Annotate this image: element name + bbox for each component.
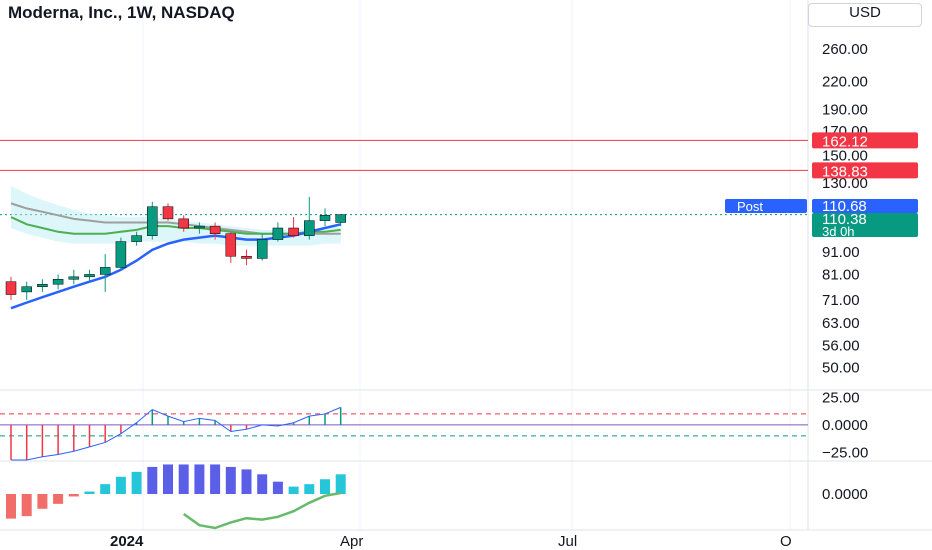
histogram-bar	[131, 471, 142, 494]
osc-line	[11, 406, 341, 461]
currency-selector[interactable]: USD	[808, 3, 922, 27]
histogram-bar	[53, 494, 64, 504]
histogram-bar	[147, 466, 158, 494]
price-tick-label: 56.00	[822, 338, 860, 355]
post-badge	[725, 199, 807, 213]
price-label-last: 110.38	[822, 211, 867, 228]
price-tick-label: 190.00	[822, 102, 868, 119]
histogram-bar	[210, 464, 221, 494]
ema-cloud	[11, 186, 341, 246]
candle-body	[209, 225, 221, 234]
histogram-bar	[115, 476, 126, 494]
price-label-box	[812, 199, 918, 213]
histogram-bar	[21, 494, 32, 517]
histogram-bar	[84, 491, 95, 494]
histogram-bar	[288, 486, 299, 494]
price-tick-label: 150.00	[822, 147, 868, 164]
time-axis-label: Apr	[340, 533, 363, 550]
hist-tick-label: 0.0000	[822, 486, 868, 503]
candle-body	[84, 274, 95, 278]
histogram-bar	[37, 494, 48, 509]
candle-body	[37, 283, 48, 287]
histogram-bar	[68, 494, 79, 497]
price-label-box	[812, 162, 918, 179]
candle-body	[52, 279, 64, 285]
candle-body	[21, 286, 32, 293]
price-tick-label: 63.00	[822, 315, 860, 332]
osc-tick-label: 0.0000	[822, 417, 868, 434]
candle-body	[68, 276, 80, 280]
histogram-bar	[335, 474, 346, 494]
candle-body	[194, 225, 205, 229]
time-axis-label: 2024	[110, 533, 144, 550]
time-axis-label: Jul	[558, 533, 577, 550]
price-tick-label: 130.00	[822, 175, 868, 192]
countdown-label: 3d 0h	[822, 224, 855, 239]
candle-body	[162, 206, 174, 220]
histogram-bar	[178, 464, 189, 494]
histogram-bar	[225, 466, 236, 494]
candle-body	[288, 227, 299, 236]
candle-body	[99, 267, 111, 275]
price-tick-label: 71.00	[822, 292, 860, 309]
time-axis-label: O	[780, 533, 792, 550]
histogram-bar	[241, 469, 252, 494]
histogram-bar	[257, 474, 268, 494]
histogram-signal-line	[182, 491, 341, 530]
histogram-bar	[304, 484, 315, 494]
histogram-bar	[6, 494, 16, 519]
price-tick-label: 81.00	[822, 266, 860, 283]
histogram-bar	[320, 479, 330, 494]
price-label-post: 110.68	[822, 198, 867, 215]
candle-body	[304, 220, 315, 236]
candle-body	[115, 241, 127, 268]
price-label-162: 162.12	[822, 133, 868, 150]
histogram-bar	[163, 464, 173, 494]
candle-body	[178, 218, 189, 229]
chart-title: Moderna, Inc., 1W, NASDAQ	[8, 3, 235, 22]
price-label-box	[812, 132, 918, 149]
candle-body	[225, 233, 237, 257]
post-label: Post	[737, 199, 763, 214]
price-label-138: 138.83	[822, 163, 868, 180]
osc-tick-label: 25.00	[822, 389, 860, 406]
candle-body	[5, 281, 17, 295]
candle-body	[241, 255, 252, 259]
osc-tick-label: −25.00	[822, 444, 868, 461]
histogram-bar	[100, 484, 111, 494]
candle-body	[256, 239, 268, 259]
price-label-box	[812, 213, 918, 237]
candle-body	[131, 235, 142, 242]
price-tick-label: 50.00	[822, 360, 860, 377]
candle-body	[272, 227, 284, 240]
histogram-bar	[272, 481, 283, 494]
candle-body	[147, 206, 158, 236]
histogram-bar	[194, 464, 205, 494]
ema-mid-line	[10, 216, 341, 235]
price-tick-label: 91.00	[822, 244, 860, 261]
price-tick-label: 220.00	[822, 73, 868, 90]
ema-fast-line	[10, 223, 341, 310]
price-tick-label: 260.00	[822, 41, 868, 58]
candle-body	[335, 214, 346, 223]
candle-body	[319, 215, 331, 221]
